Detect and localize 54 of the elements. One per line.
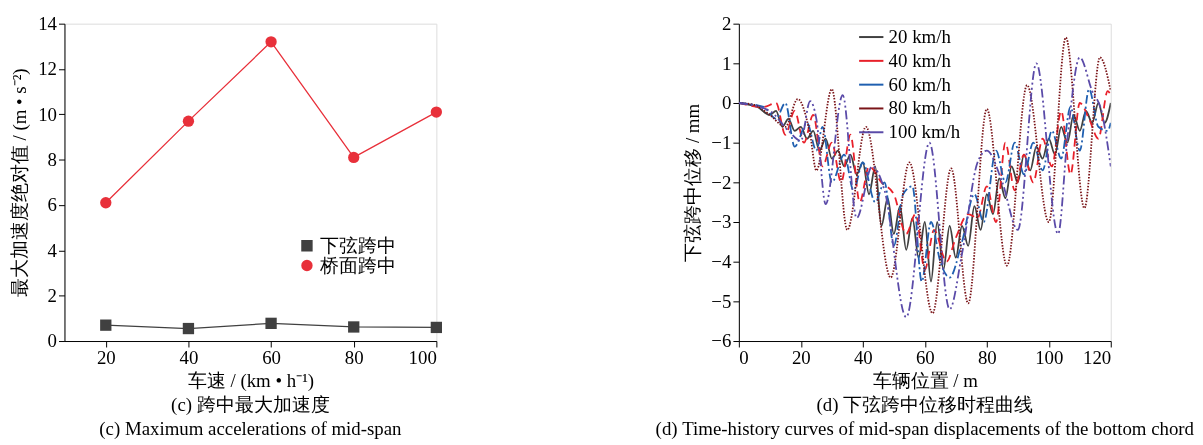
y-tick-label: 6 xyxy=(47,194,58,216)
y-tick-label: 12 xyxy=(38,58,58,80)
legend-label: 80 km/h xyxy=(888,97,952,119)
point xyxy=(265,36,277,48)
x-tick-label: 100 xyxy=(408,347,437,369)
point xyxy=(430,106,443,118)
text: (d) Time-history curves of mid-span displacements of the bottom chord xyxy=(655,418,1195,441)
y-tick-label: −4 xyxy=(711,251,732,273)
point xyxy=(182,322,195,335)
legend-label: 下弦跨中 xyxy=(320,234,397,256)
legend-label: 20 km/h xyxy=(888,26,952,47)
text: (c) Maximum accelerations of mid-span xyxy=(99,418,403,441)
legend-label: 100 km/h xyxy=(888,121,961,143)
x-tick-label: 20 xyxy=(96,347,116,369)
legend-label: 60 km/h xyxy=(888,73,952,95)
y-tick-label: 2 xyxy=(47,285,58,307)
x-tick-label: 60 xyxy=(915,347,935,369)
text: (d) 下弦跨中位移时程曲线 xyxy=(816,394,1034,417)
y-tick-label: −6 xyxy=(711,330,732,352)
text: (c) 跨中最大加速度 xyxy=(171,394,330,417)
y-tick-label: 8 xyxy=(47,149,58,171)
point xyxy=(100,197,112,209)
y-tick-label: 10 xyxy=(38,103,58,125)
x-tick-label: 40 xyxy=(853,347,873,369)
y-tick-label: 4 xyxy=(47,239,58,261)
point xyxy=(182,115,195,127)
y-tick-label: 0 xyxy=(47,330,58,352)
x-tick-label: 40 xyxy=(179,347,199,369)
x-tick-label: 120 xyxy=(1083,347,1112,369)
x-axis-title: 车速 / (km • h⁻¹) xyxy=(187,370,315,393)
x-tick-label: 80 xyxy=(977,347,997,369)
point xyxy=(348,321,360,333)
y-tick-label: −1 xyxy=(711,132,732,154)
x-tick-label: 20 xyxy=(791,347,811,369)
x-tick-label: 80 xyxy=(344,347,364,369)
point xyxy=(100,319,112,331)
x-tick-label: 100 xyxy=(1035,347,1064,369)
x-axis-title: 车辆位置 / m xyxy=(872,370,979,392)
y-tick-label: 2 xyxy=(722,13,732,35)
point xyxy=(348,151,360,164)
x-tick-label: 0 xyxy=(739,347,749,369)
y-tick-label: −2 xyxy=(711,171,732,193)
y-tick-label: 0 xyxy=(722,92,732,114)
legend-label: 40 km/h xyxy=(888,49,952,71)
y-tick-label: −5 xyxy=(711,290,732,312)
point xyxy=(265,317,277,329)
y-axis-title: 下弦跨中位移 / mm xyxy=(682,103,704,262)
y-tick-label: 14 xyxy=(38,13,58,35)
x-tick-label: 60 xyxy=(262,347,281,369)
point xyxy=(430,321,443,334)
y-tick-label: 1 xyxy=(722,52,732,74)
y-tick-label: −3 xyxy=(711,211,732,233)
legend-label: 桥面跨中 xyxy=(319,254,397,276)
y-axis-title: 最大加速度绝对值 / (m • s⁻²) xyxy=(9,68,32,298)
